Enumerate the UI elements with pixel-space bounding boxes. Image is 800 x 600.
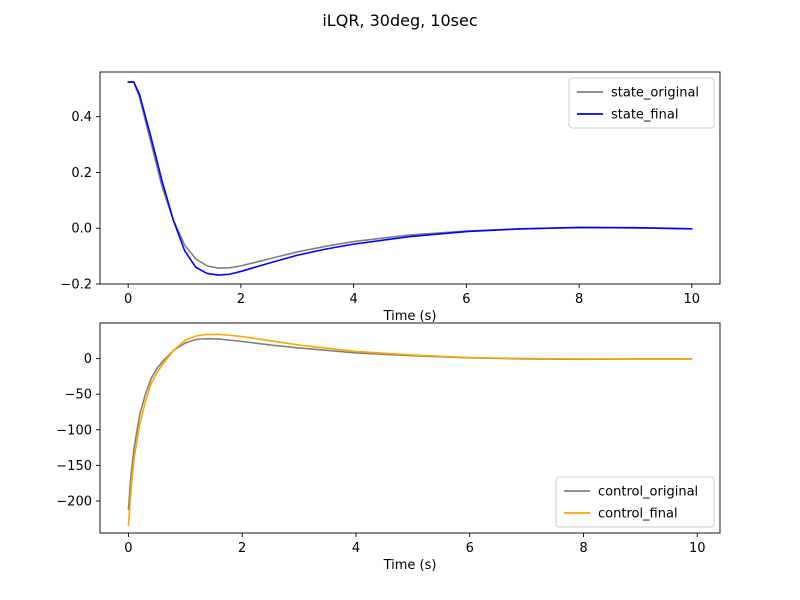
x-tick-label: 6 [466, 541, 474, 556]
legend: state_original state_final [568, 77, 715, 129]
x-tick-label: 8 [579, 541, 587, 556]
x-tick-label: 2 [238, 541, 246, 556]
x-tick-label: 0 [124, 292, 132, 307]
legend-entry-control-final: control_final [598, 507, 678, 522]
series-line-state-final [127, 81, 693, 276]
y-tick-label: −0.2 [60, 278, 92, 293]
y-tick-label: 0.2 [71, 166, 92, 181]
x-tick-label: 10 [684, 292, 701, 307]
legend-entry-control-original: control_original [598, 485, 698, 500]
axes-frame [99, 322, 721, 534]
y-tick-label: −200 [56, 494, 92, 509]
y-tick-label: 0.0 [71, 222, 92, 237]
x-tick-label: 4 [352, 541, 360, 556]
legend: control_original control_final [555, 476, 715, 528]
x-tick-label: 4 [349, 292, 357, 307]
figure-title: iLQR, 30deg, 10sec [322, 11, 477, 30]
legend-box [568, 77, 715, 129]
control-plot: 0 2 4 6 8 10 −200 −150 −100 −50 0 Time (s) control_o… [56, 322, 721, 573]
x-tick-label: 2 [237, 292, 245, 307]
x-axis-label: Time (s) [383, 309, 437, 324]
state-plot: 0 2 4 6 8 10 −0.2 0.0 0.2 0.4 Time (s) state_origin… [60, 71, 721, 324]
y-tick-label: −50 [65, 388, 92, 403]
x-tick-label: 0 [124, 541, 132, 556]
legend-box [555, 476, 715, 528]
y-tick-label: −100 [56, 423, 92, 438]
x-tick-label: 8 [575, 292, 583, 307]
x-axis-label: Time (s) [383, 558, 437, 573]
axes-frame [99, 71, 721, 285]
y-tick-label: 0 [84, 352, 92, 367]
x-tick-label: 10 [689, 541, 706, 556]
legend-entry-state-final: state_final [611, 108, 678, 123]
y-tick-label: 0.4 [71, 110, 92, 125]
y-tick-label: −150 [56, 459, 92, 474]
series-line-control-final [127, 333, 693, 526]
x-tick-label: 6 [462, 292, 470, 307]
legend-entry-state-original: state_original [611, 86, 699, 101]
